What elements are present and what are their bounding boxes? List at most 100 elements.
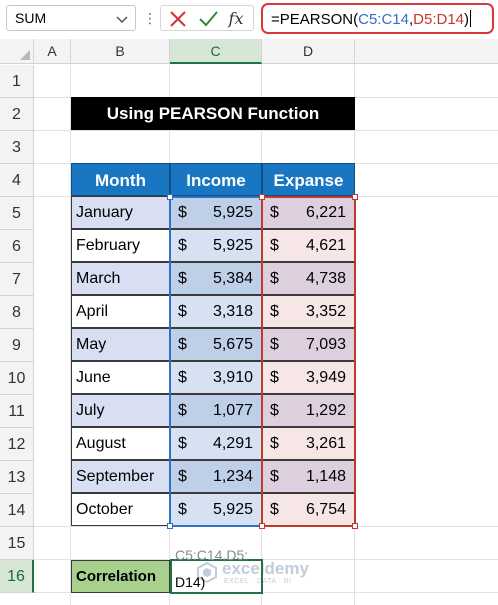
income-value: 5,925 [212, 237, 253, 254]
expense-value: 3,949 [305, 369, 346, 386]
gridline [70, 65, 71, 605]
expense-cell[interactable]: $1,148 [262, 460, 355, 493]
resize-handle[interactable] [259, 194, 265, 200]
income-value: 5,675 [212, 336, 253, 353]
header-month[interactable]: Month [71, 163, 170, 196]
header-income[interactable]: Income [170, 163, 262, 196]
row-header-11[interactable]: 11 [0, 395, 34, 428]
row-header-14[interactable]: 14 [0, 494, 34, 527]
formula-suffix: ) [464, 11, 469, 28]
row-header-12[interactable]: 12 [0, 428, 34, 461]
row-header-10[interactable]: 10 [0, 362, 34, 395]
row-header-8[interactable]: 8 [0, 296, 34, 329]
currency-symbol: $ [178, 501, 187, 518]
expense-cell[interactable]: $7,093 [262, 328, 355, 361]
expense-cell[interactable]: $3,261 [262, 427, 355, 460]
expense-cell[interactable]: $3,352 [262, 295, 355, 328]
column-header-d[interactable]: D [262, 39, 355, 64]
income-cell[interactable]: $5,675 [170, 328, 262, 361]
column-header-c[interactable]: C [170, 39, 262, 64]
formula-ref-expense: D5:D14 [413, 11, 464, 28]
expense-cell[interactable]: $6,754 [262, 493, 355, 526]
currency-symbol: $ [270, 468, 279, 485]
row-header-6[interactable]: 6 [0, 230, 34, 263]
row-header-1[interactable]: 1 [0, 65, 34, 98]
resize-handle[interactable] [352, 523, 358, 529]
expense-cell[interactable]: $1,292 [262, 394, 355, 427]
header-expense[interactable]: Expanse [262, 163, 355, 196]
currency-symbol: $ [270, 204, 279, 221]
row-header-15[interactable]: 15 [0, 527, 34, 560]
active-edit-cell[interactable]: C5:C14,D5: D14) [170, 547, 263, 594]
resize-handle[interactable] [259, 523, 265, 529]
row-header-5[interactable]: 5 [0, 197, 34, 230]
resize-handle[interactable] [167, 194, 173, 200]
currency-symbol: $ [270, 435, 279, 452]
month-cell[interactable]: February [71, 229, 170, 262]
row-header-3[interactable]: 3 [0, 131, 34, 164]
month-cell[interactable]: June [71, 361, 170, 394]
currency-symbol: $ [270, 336, 279, 353]
income-cell[interactable]: $3,910 [170, 361, 262, 394]
cancel-icon[interactable] [167, 9, 189, 29]
chevron-down-icon[interactable] [115, 12, 129, 26]
month-cell[interactable]: January [71, 196, 170, 229]
currency-symbol: $ [178, 336, 187, 353]
currency-symbol: $ [270, 501, 279, 518]
more-options-icon[interactable]: ⋮ [143, 10, 157, 26]
formula-comma: , [408, 11, 414, 28]
watermark-name: exceldemy [222, 559, 309, 578]
currency-symbol: $ [178, 435, 187, 452]
row-header-2[interactable]: 2 [0, 98, 34, 131]
row-header-4[interactable]: 4 [0, 164, 34, 197]
formula-ref-income: C5:C14 [358, 11, 409, 28]
column-header-blank [355, 39, 498, 64]
income-value: 5,384 [212, 270, 253, 287]
sheet-title[interactable]: Using PEARSON Function [71, 97, 355, 130]
income-cell[interactable]: $1,234 [170, 460, 262, 493]
text-cursor [470, 10, 471, 27]
currency-symbol: $ [270, 303, 279, 320]
month-cell[interactable]: April [71, 295, 170, 328]
income-value: 1,234 [212, 468, 253, 485]
exceldemy-logo-icon [197, 561, 217, 583]
row-header-13[interactable]: 13 [0, 461, 34, 494]
gridline [34, 559, 498, 560]
expense-range-highlight [259, 194, 358, 529]
month-cell[interactable]: July [71, 394, 170, 427]
formula-input[interactable]: =PEARSON(C5:C14,D5:D14) [261, 3, 494, 34]
column-header-a[interactable]: A [34, 39, 71, 64]
currency-symbol: $ [178, 270, 187, 287]
income-value: 5,925 [212, 204, 253, 221]
income-cell[interactable]: $5,925 [170, 196, 262, 229]
gridline [34, 592, 498, 593]
month-cell[interactable]: October [71, 493, 170, 526]
month-cell[interactable]: May [71, 328, 170, 361]
currency-symbol: $ [270, 237, 279, 254]
expense-value: 4,621 [305, 237, 346, 254]
resize-handle[interactable] [352, 194, 358, 200]
resize-handle[interactable] [167, 523, 173, 529]
check-icon[interactable] [197, 9, 219, 29]
month-cell[interactable]: March [71, 262, 170, 295]
expense-cell[interactable]: $3,949 [262, 361, 355, 394]
income-value: 3,910 [212, 369, 253, 386]
gridline [34, 130, 498, 131]
watermark: exceldemy EXCEL · DATA · BI [196, 559, 326, 589]
month-cell[interactable]: August [71, 427, 170, 460]
income-cell[interactable]: $1,077 [170, 394, 262, 427]
income-cell[interactable]: $4,291 [170, 427, 262, 460]
correlation-label[interactable]: Correlation [71, 560, 170, 593]
row-header-7[interactable]: 7 [0, 263, 34, 296]
name-box[interactable]: SUM [6, 5, 136, 31]
income-cell[interactable]: $5,384 [170, 262, 262, 295]
row-header-9[interactable]: 9 [0, 329, 34, 362]
column-header-b[interactable]: B [71, 39, 170, 64]
select-all-corner[interactable] [0, 39, 34, 64]
insert-function-icon[interactable]: fx [228, 9, 244, 28]
expense-value: 3,352 [305, 303, 346, 320]
month-cell[interactable]: September [71, 460, 170, 493]
expense-cell[interactable]: $6,221 [262, 196, 355, 229]
income-cell[interactable]: $3,318 [170, 295, 262, 328]
row-header-16[interactable]: 16 [0, 560, 34, 593]
